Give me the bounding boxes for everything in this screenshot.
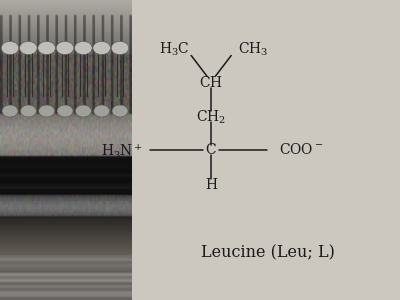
Text: $\mathdefault{H}$: $\mathdefault{H}$ bbox=[204, 177, 218, 192]
Text: $\mathdefault{H_3N^+}$: $\mathdefault{H_3N^+}$ bbox=[101, 140, 143, 160]
Circle shape bbox=[112, 105, 128, 117]
Text: Leucine (Leu; L): Leucine (Leu; L) bbox=[201, 244, 335, 261]
Text: $\mathdefault{CH_3}$: $\mathdefault{CH_3}$ bbox=[238, 41, 268, 58]
Circle shape bbox=[57, 105, 73, 117]
Circle shape bbox=[75, 105, 91, 117]
Text: $\mathdefault{COO^-}$: $\mathdefault{COO^-}$ bbox=[279, 142, 324, 158]
Circle shape bbox=[20, 105, 36, 117]
Circle shape bbox=[93, 41, 110, 55]
Circle shape bbox=[56, 41, 74, 55]
Text: $\mathdefault{CH}$: $\mathdefault{CH}$ bbox=[199, 75, 223, 90]
Circle shape bbox=[38, 41, 56, 55]
Circle shape bbox=[39, 105, 55, 117]
Circle shape bbox=[2, 105, 18, 117]
Circle shape bbox=[74, 41, 92, 55]
Text: $\mathdefault{C}$: $\mathdefault{C}$ bbox=[205, 142, 217, 158]
Circle shape bbox=[111, 41, 129, 55]
Circle shape bbox=[1, 41, 19, 55]
Text: $\mathdefault{CH_2}$: $\mathdefault{CH_2}$ bbox=[196, 108, 226, 126]
Text: $\mathdefault{H_3C}$: $\mathdefault{H_3C}$ bbox=[159, 41, 190, 58]
Circle shape bbox=[20, 41, 37, 55]
Circle shape bbox=[94, 105, 110, 117]
